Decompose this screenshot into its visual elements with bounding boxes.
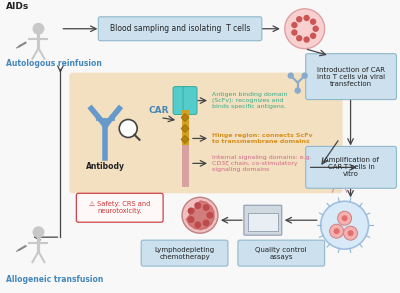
Text: CAR: CAR <box>148 106 169 115</box>
Circle shape <box>195 203 200 208</box>
Text: Autologous reinfusion: Autologous reinfusion <box>6 59 102 68</box>
Polygon shape <box>181 125 189 132</box>
Circle shape <box>344 226 358 240</box>
Circle shape <box>207 212 213 218</box>
Text: Allogeneic transfusion: Allogeneic transfusion <box>6 275 103 284</box>
Text: Quality control
assays: Quality control assays <box>256 247 307 260</box>
Circle shape <box>321 201 368 249</box>
Circle shape <box>311 19 316 24</box>
Circle shape <box>295 88 300 93</box>
FancyBboxPatch shape <box>248 213 278 231</box>
Circle shape <box>33 23 44 34</box>
Text: Lymphodepleting
chemotherapy: Lymphodepleting chemotherapy <box>154 247 215 260</box>
Circle shape <box>304 37 309 42</box>
Circle shape <box>288 73 293 78</box>
Polygon shape <box>181 113 189 122</box>
Text: Amplification of
CAR-T cells in
vitro: Amplification of CAR-T cells in vitro <box>324 157 378 177</box>
Circle shape <box>338 211 352 225</box>
Circle shape <box>203 220 209 226</box>
Circle shape <box>302 73 307 78</box>
Text: Internal signaling domains: e.g.
CD3ζ chain, co-stimulatory
signaling domains: Internal signaling domains: e.g. CD3ζ ch… <box>212 155 312 172</box>
Circle shape <box>297 36 302 41</box>
Text: Blood sampling and isolating  T cells: Blood sampling and isolating T cells <box>110 24 250 33</box>
Circle shape <box>292 30 297 35</box>
Polygon shape <box>186 201 214 229</box>
FancyBboxPatch shape <box>183 87 197 115</box>
Text: Introduction of CAR
into T cells via viral
transfection: Introduction of CAR into T cells via vir… <box>317 67 385 87</box>
FancyBboxPatch shape <box>141 240 228 266</box>
Text: ⚠ Safety: CRS and
neurotoxicity.: ⚠ Safety: CRS and neurotoxicity. <box>89 201 150 214</box>
FancyBboxPatch shape <box>238 240 325 266</box>
FancyBboxPatch shape <box>306 146 396 188</box>
Text: Antibody: Antibody <box>86 162 125 171</box>
Circle shape <box>203 205 209 210</box>
Circle shape <box>322 152 358 188</box>
Circle shape <box>188 208 194 214</box>
Text: Hinge region: connects ScFv
to transmembrane domains: Hinge region: connects ScFv to transmemb… <box>212 133 312 144</box>
Circle shape <box>119 120 137 137</box>
Circle shape <box>342 215 348 221</box>
Circle shape <box>348 230 354 236</box>
Polygon shape <box>181 135 189 144</box>
Circle shape <box>188 217 194 222</box>
Circle shape <box>297 17 302 22</box>
Circle shape <box>182 197 218 233</box>
FancyBboxPatch shape <box>173 87 187 115</box>
FancyBboxPatch shape <box>244 205 282 235</box>
Circle shape <box>311 33 316 38</box>
Circle shape <box>334 228 340 234</box>
Text: AIDs: AIDs <box>6 2 29 11</box>
Circle shape <box>195 222 200 228</box>
Circle shape <box>332 162 348 178</box>
Circle shape <box>285 9 325 49</box>
FancyBboxPatch shape <box>306 54 396 100</box>
Circle shape <box>304 16 309 21</box>
Circle shape <box>313 26 318 31</box>
Circle shape <box>292 23 297 28</box>
Text: Antigen binding domain
(ScFv): recognizes and
binds specific antigens.: Antigen binding domain (ScFv): recognize… <box>212 92 288 109</box>
Circle shape <box>33 227 44 237</box>
Circle shape <box>330 224 344 238</box>
FancyBboxPatch shape <box>76 193 163 222</box>
FancyBboxPatch shape <box>98 17 262 41</box>
FancyBboxPatch shape <box>69 73 342 193</box>
